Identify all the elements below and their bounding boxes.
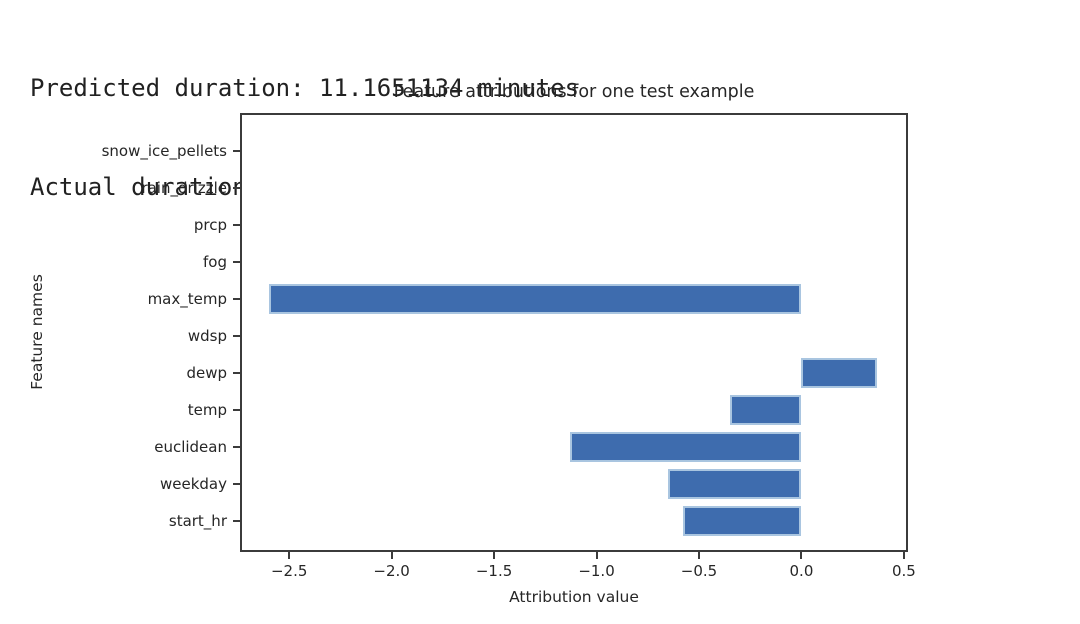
y-tick-dewp <box>233 372 240 375</box>
y-tick-prcp <box>233 224 240 227</box>
bar-temp <box>729 395 802 425</box>
bar-start_hr <box>682 506 802 536</box>
y-tick-label-dewp: dewp <box>186 364 227 383</box>
y-tick-label-euclidean: euclidean <box>154 438 227 457</box>
y-tick-label-prcp: prcp <box>193 216 227 235</box>
x-tick-0 <box>800 552 803 559</box>
x-tick-label--1.5: −1.5 <box>475 562 513 580</box>
y-tick-start_hr <box>233 519 240 522</box>
x-tick-label--1: −1.0 <box>578 562 615 580</box>
x-tick--2 <box>390 552 393 559</box>
chart-title: Feature attributions for one test exampl… <box>393 82 755 102</box>
x-tick-label-0.5: 0.5 <box>891 562 916 580</box>
y-tick-label-temp: temp <box>187 401 227 420</box>
x-tick--2.5 <box>288 552 291 559</box>
bar-weekday <box>668 469 802 499</box>
bar-euclidean <box>569 432 802 462</box>
y-tick-label-fog: fog <box>203 253 227 272</box>
bar-dewp <box>801 358 878 388</box>
y-tick-label-wdsp: wdsp <box>187 327 227 346</box>
y-tick-temp <box>233 409 240 412</box>
x-tick-label-0: 0.0 <box>789 562 814 580</box>
y-tick-weekday <box>233 483 240 485</box>
x-tick--0.5 <box>697 552 700 559</box>
bar-max_temp <box>268 284 802 314</box>
y-tick-label-rain_drizzle: rain_drizzle <box>141 179 227 198</box>
x-tick-label--2.5: −2.5 <box>270 562 308 580</box>
x-tick--1 <box>595 552 598 559</box>
y-tick-wdsp <box>233 335 240 338</box>
x-tick-0.5 <box>902 552 905 559</box>
x-tick-label--2: −2.0 <box>373 562 410 580</box>
y-tick-fog <box>233 261 240 264</box>
plot-area <box>240 113 908 552</box>
y-tick-label-weekday: weekday <box>159 475 227 493</box>
x-axis-label: Attribution value <box>509 588 639 606</box>
y-tick-label-max_temp: max_temp <box>147 290 227 309</box>
predicted-duration-line: Predicted duration: 11.1651134 minutes <box>30 74 580 102</box>
y-tick-label-start_hr: start_hr <box>168 511 227 530</box>
x-tick--1.5 <box>493 552 496 559</box>
y-tick-rain_drizzle <box>233 187 240 190</box>
y-tick-label-snow_ice_pellets: snow_ice_pellets <box>101 142 227 161</box>
y-tick-euclidean <box>233 446 240 449</box>
x-tick-label--0.5: −0.5 <box>680 562 718 580</box>
y-tick-snow_ice_pellets <box>233 150 240 153</box>
y-tick-max_temp <box>233 298 240 301</box>
y-axis-label: Feature names <box>28 274 46 390</box>
